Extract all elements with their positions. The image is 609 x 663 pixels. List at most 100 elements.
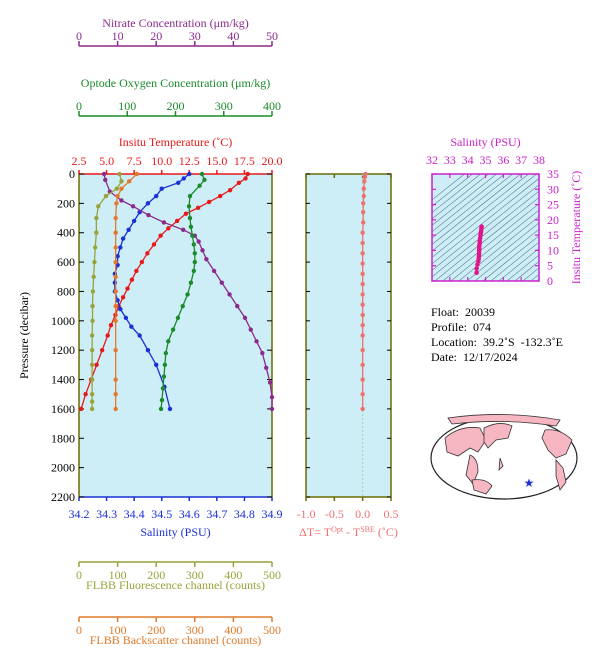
float-id: Float: 20039	[431, 305, 496, 319]
salinity-point	[145, 347, 151, 353]
ts-isopycnal-line	[450, 209, 539, 281]
pressure-tick-label: 1400	[51, 373, 75, 387]
temperature-point	[158, 233, 163, 238]
ts-isopycnal-line	[506, 254, 539, 281]
salinity-point	[154, 362, 159, 368]
backscatter-point	[113, 347, 118, 353]
fluorescence-point	[89, 406, 95, 412]
delta-t-point	[360, 230, 365, 235]
oxygen-tick-label: 200	[167, 99, 185, 113]
backscatter-point	[113, 377, 118, 382]
location-map: ★	[430, 414, 578, 500]
pressure-tick-label: 1200	[51, 343, 75, 357]
temperature-point	[99, 347, 105, 353]
salinity-tick-label: 34.8	[234, 507, 255, 521]
delta-t-point	[360, 271, 365, 277]
pressure-axis: 0 200 400 600 800 1000 1200 1400 1600 1800 2000 220…	[17, 167, 272, 504]
delta-t-axis-title: ΔT= TOpt - TSBE (˚C)	[299, 525, 398, 540]
ts-salinity-tick-label: 34	[462, 153, 474, 167]
nitrate-tick-label: 20	[150, 29, 162, 43]
temperature-tick-label: 2.5	[72, 154, 87, 168]
oxygen-point	[191, 242, 197, 247]
nitrate-point	[269, 406, 275, 412]
temperature-point	[183, 211, 189, 216]
delta-t-point	[360, 261, 365, 266]
pressure-tick-label: 800	[57, 284, 75, 298]
backscatter-point	[126, 179, 132, 184]
fluorescence-point	[89, 377, 95, 382]
temperature-point	[195, 205, 201, 210]
ts-isopycnal-line	[432, 174, 498, 226]
backscatter-tick-label: 0	[76, 623, 82, 637]
ts-point	[479, 224, 484, 229]
nitrate-series	[101, 171, 275, 412]
fluorescence-point	[103, 193, 109, 199]
land-shape	[471, 479, 493, 495]
ts-isopycnal-line	[432, 174, 530, 252]
ts-temperature-axis-title: Insitu Temperature (˚C)	[569, 171, 583, 285]
fluorescence-point	[89, 333, 95, 338]
oxygen-point	[162, 362, 168, 368]
pressure-tick-label: 2200	[51, 490, 75, 504]
salinity-point	[126, 227, 131, 232]
salinity-tick-label: 34.6	[179, 507, 200, 521]
pressure-tick-label: 1000	[51, 314, 75, 328]
salinity-point	[187, 171, 192, 177]
nitrate-tick-label: 0	[76, 29, 82, 43]
date-text: Date: 12/17/2024	[431, 350, 518, 364]
nitrate-point	[161, 220, 167, 225]
salinity-point	[145, 201, 151, 206]
backscatter-point	[113, 230, 118, 235]
nitrate-point	[119, 198, 124, 203]
temperature-point	[166, 226, 171, 231]
land-shape	[444, 427, 487, 457]
ts-temperature-tick-label: 25	[547, 198, 559, 212]
oxygen-axis: 0 100 200 300 400 Optode Oxygen Concentration…	[76, 76, 281, 117]
ts-temperature-tick-label: 35	[547, 167, 559, 181]
temperature-axis-title: Insitu Temperature (˚C)	[119, 135, 233, 149]
salinity-tick-label: 34.7	[206, 507, 227, 521]
delta-t-point	[361, 193, 366, 199]
pressure-tick-label: 1800	[51, 431, 75, 445]
delta-t-superscript: SBE	[360, 525, 375, 534]
backscatter-point	[113, 406, 118, 412]
nitrate-point	[269, 394, 275, 400]
temperature-tick-label: 15.0	[206, 154, 227, 168]
ts-isopycnal-line	[432, 174, 514, 239]
delta-t-point	[360, 240, 365, 246]
temperature-tick-label: 12.5	[179, 154, 200, 168]
temperature-point	[236, 180, 242, 186]
pressure-axis-title: Pressure (decibar)	[17, 292, 31, 379]
ts-isopycnal-line	[432, 174, 466, 201]
delta-t-point	[360, 312, 365, 318]
fluorescence-tick-label: 200	[147, 568, 165, 582]
oxygen-series	[158, 171, 207, 412]
ts-isopycnal-line	[432, 174, 522, 245]
fluorescence-point	[89, 347, 95, 353]
backscatter-tick-label: 300	[186, 623, 204, 637]
fluorescence-point	[90, 303, 95, 309]
oxygen-point	[199, 171, 205, 177]
salinity-point	[129, 324, 134, 329]
fluorescence-point	[94, 230, 99, 235]
land-shape	[447, 414, 561, 427]
delta-t-point	[360, 377, 365, 382]
salinity-point	[112, 280, 118, 285]
backscatter-point	[113, 245, 118, 250]
backscatter-point	[113, 259, 118, 265]
ts-isopycnal-line	[498, 248, 539, 281]
delta-t-title-part: ΔT= T	[299, 525, 332, 539]
ts-isopycnal-line	[432, 174, 482, 213]
oxygen-point	[180, 303, 185, 309]
backscatter-point	[134, 171, 140, 177]
oxygen-point	[188, 224, 194, 230]
nitrate-point	[196, 239, 201, 244]
delta-t-point	[360, 333, 365, 338]
ts-point	[474, 270, 479, 276]
nitrate-point	[146, 212, 151, 218]
delta-t-point	[360, 251, 365, 256]
temperature-point	[94, 362, 99, 368]
backscatter-point	[113, 318, 118, 324]
delta-t-point	[361, 186, 366, 191]
